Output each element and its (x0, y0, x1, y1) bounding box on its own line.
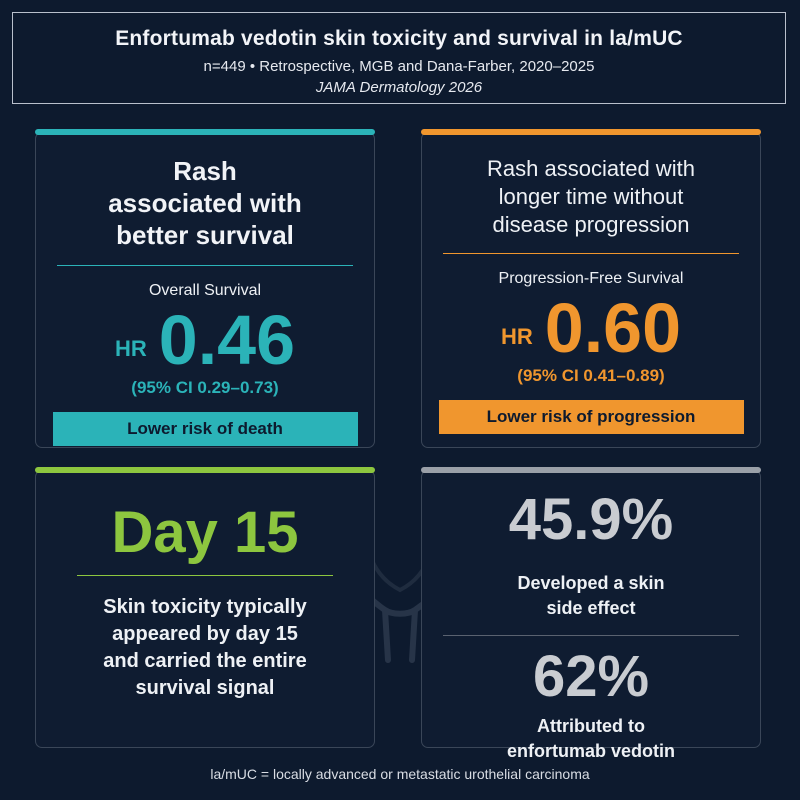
os-hr-value: 0.46 (158, 301, 296, 379)
pfs-confidence-interval: (95% CI 0.41–0.89) (517, 366, 665, 385)
attributed-description-line: Attributed to (537, 716, 645, 736)
skin-effect-description-line: Developed a skin (517, 573, 665, 593)
onset-description-line: and carried the entire (103, 650, 307, 672)
os-hr-row: HR 0.46 (36, 302, 374, 378)
os-confidence-interval: (95% CI 0.29–0.73) (131, 378, 279, 397)
pfs-headline-line: Rash associated with (487, 156, 695, 181)
os-headline: Rash associated with better survival (36, 155, 374, 251)
onset-day-value: Day 15 (111, 500, 299, 565)
pfs-metric-label: Progression-Free Survival (498, 270, 684, 287)
pfs-hr-value: 0.60 (544, 289, 682, 367)
onset-description-line: Skin toxicity typically (103, 596, 307, 618)
overall-survival-card: Rash associated with better survival Ove… (35, 129, 375, 448)
os-metric-label: Overall Survival (148, 282, 262, 299)
pfs-headline: Rash associated with longer time without… (422, 155, 760, 239)
os-hr-label: HR (114, 336, 147, 361)
onset-description-line: survival signal (135, 677, 275, 699)
pfs-hr-row: HR 0.60 (422, 290, 760, 366)
pfs-headline-line: disease progression (492, 212, 690, 237)
divider (443, 635, 739, 636)
os-badge: Lower risk of death (52, 412, 358, 446)
divider (77, 575, 333, 576)
card-accent-bar (35, 129, 375, 135)
study-subtitle: n=449 • Retrospective, MGB and Dana-Farb… (203, 58, 595, 75)
skin-effect-description: Developed a skin side effect (422, 571, 760, 621)
card-accent-bar (421, 129, 761, 135)
attributed-description-line: enfortumab vedotin (506, 741, 675, 761)
os-headline-line: associated with (108, 188, 302, 218)
skin-effect-description-line: side effect (546, 598, 636, 618)
pfs-hr-label: HR (500, 324, 533, 349)
attributed-percent: 62% (532, 644, 650, 709)
footnote: la/mUC = locally advanced or metastatic … (210, 766, 590, 782)
os-headline-line: Rash (173, 156, 237, 186)
divider (443, 253, 739, 254)
onset-description-line: appeared by day 15 (112, 623, 298, 645)
card-accent-bar (35, 467, 375, 473)
journal-citation: JAMA Dermatology 2026 (315, 79, 483, 96)
onset-description: Skin toxicity typically appeared by day … (36, 594, 374, 702)
os-headline-line: better survival (116, 220, 294, 250)
card-accent-bar (421, 467, 761, 473)
header-box: Enfortumab vedotin skin toxicity and sur… (12, 12, 786, 104)
divider (57, 265, 353, 266)
page-title: Enfortumab vedotin skin toxicity and sur… (115, 27, 683, 50)
attributed-description: Attributed to enfortumab vedotin (422, 714, 760, 764)
progression-free-survival-card: Rash associated with longer time without… (421, 129, 761, 448)
pfs-headline-line: longer time without (498, 184, 684, 209)
skin-effect-percent: 45.9% (508, 487, 674, 552)
onset-day-card: Day 15 Skin toxicity typically appeared … (35, 467, 375, 748)
incidence-stats-card: 45.9% Developed a skin side effect 62% A… (421, 467, 761, 761)
pfs-badge: Lower risk of progression (438, 400, 744, 434)
